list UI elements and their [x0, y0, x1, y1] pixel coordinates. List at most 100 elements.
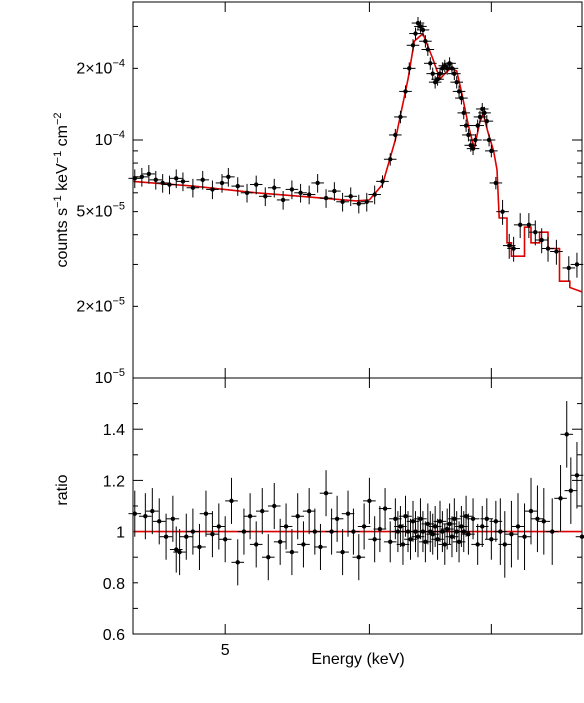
data-marker [332, 188, 337, 194]
ratio-data-point [199, 490, 213, 537]
data-marker [301, 542, 306, 547]
data-marker [430, 531, 435, 537]
data-marker [461, 529, 466, 534]
spectrum-data-points [128, 17, 584, 282]
data-marker [410, 43, 416, 48]
data-marker [184, 534, 189, 539]
data-marker [180, 179, 186, 184]
data-marker [528, 508, 534, 514]
spectrum-data-point [302, 185, 316, 205]
data-marker [388, 157, 393, 162]
ratio-data-point [212, 503, 226, 550]
spectrum-data-point [416, 23, 430, 37]
spectrum-data-point [285, 180, 299, 200]
data-marker [190, 185, 196, 190]
spectrum-data-point [328, 182, 341, 201]
data-marker [566, 265, 571, 271]
ratio-y-tick-label: 1 [116, 525, 125, 542]
y-tick-exponent: −4 [112, 57, 125, 69]
ratio-data-point [128, 490, 142, 537]
data-marker [226, 174, 231, 180]
ratio-data-point [428, 506, 442, 547]
ratio-data-point [459, 495, 473, 537]
ratio-data-point [139, 493, 152, 540]
data-marker [323, 195, 329, 201]
data-marker [315, 180, 320, 186]
data-marker [229, 498, 234, 504]
spectrum-data-point [376, 175, 389, 188]
ratio-data-points [128, 401, 584, 586]
data-marker [413, 529, 418, 534]
data-marker [167, 182, 172, 187]
ratio-data-point [363, 477, 376, 524]
y-label-exp2: −1 [52, 151, 64, 164]
y-tick-mantissa: 2×10 [76, 298, 112, 315]
data-marker [507, 243, 512, 248]
data-marker [550, 529, 555, 534]
ratio-data-point [498, 511, 512, 578]
data-marker [222, 537, 228, 542]
ratio-data-point [341, 490, 355, 537]
data-marker [482, 110, 487, 116]
data-marker [493, 180, 499, 186]
data-marker [447, 61, 452, 66]
data-marker [413, 31, 418, 36]
spectrum-data-point [267, 178, 281, 198]
ratio-data-point [433, 500, 447, 542]
data-marker [454, 79, 459, 85]
spectrum-data-point [428, 76, 442, 89]
data-marker [174, 176, 179, 181]
spectrum-data-point [475, 102, 489, 116]
ratio-data-point [255, 488, 269, 535]
spectrum-data-point [394, 110, 407, 124]
ratio-data-point [291, 493, 304, 540]
ratio-data-point [411, 516, 425, 558]
spectrum-data-point [258, 187, 272, 207]
data-marker [393, 516, 398, 521]
y-tick-mantissa: 10 [95, 132, 113, 149]
data-marker [367, 498, 372, 504]
data-marker [306, 192, 312, 197]
spectrum-data-point [433, 67, 447, 81]
spectrum-data-point [196, 170, 210, 190]
ratio-y-tick-label: 1.4 [103, 422, 125, 439]
data-marker [480, 524, 485, 529]
data-marker [425, 47, 431, 52]
spectrum-data-point [457, 106, 471, 120]
data-marker [372, 537, 377, 542]
spectrum-data-point [240, 183, 254, 203]
spectrum-data-point [399, 85, 412, 98]
data-marker [254, 182, 259, 187]
ratio-data-point [193, 523, 206, 570]
data-marker [139, 174, 145, 180]
data-marker [526, 222, 532, 228]
ratio-data-point [564, 457, 578, 524]
ratio-data-point [243, 493, 257, 540]
data-marker [405, 529, 411, 534]
data-marker [489, 148, 494, 154]
data-marker [470, 516, 476, 521]
data-marker [475, 123, 480, 128]
ratio-data-point [443, 503, 456, 545]
data-marker [456, 89, 462, 94]
spectrum-data-point [142, 165, 156, 184]
spectrum-y-tick-labels: 10−52×10−55×10−510−42×10−4 [76, 57, 125, 387]
data-marker [533, 229, 538, 235]
spectrum-data-point [480, 115, 494, 128]
data-marker [432, 524, 438, 529]
data-marker [280, 197, 286, 203]
data-marker [480, 106, 485, 112]
ratio-panel: 0.6 0.8 1 1.2 1.4 5 ratio Energy (keV) [54, 377, 584, 668]
data-marker [272, 503, 277, 509]
ratio-data-point [450, 511, 463, 553]
spectrum-data-point [419, 35, 432, 48]
ratio-data-point [225, 477, 238, 524]
data-marker [500, 209, 505, 214]
data-marker [157, 519, 162, 524]
data-marker [289, 187, 295, 192]
data-marker [541, 519, 547, 524]
data-marker [459, 95, 464, 101]
ratio-data-point [186, 508, 200, 555]
spectrum-data-point [336, 192, 349, 212]
data-marker [447, 521, 452, 527]
